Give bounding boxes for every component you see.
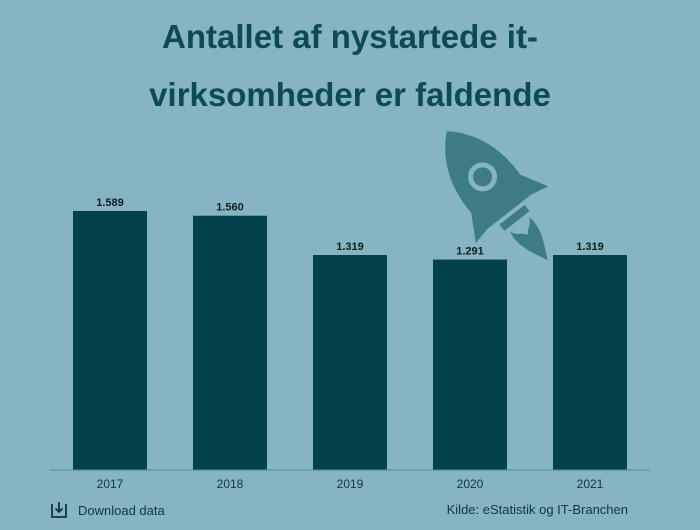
x-tick-label-2021: 2021	[577, 477, 604, 491]
rocket-fin-left	[470, 206, 488, 243]
value-label-2021: 1.319	[576, 241, 604, 253]
chart-title: Antallet af nystartede it- virksomheder …	[0, 8, 700, 124]
download-data-button[interactable]: Download data	[50, 501, 165, 519]
rocket-flame	[510, 216, 548, 261]
source-note: Kilde: eStatistik og IT-Branchen	[446, 502, 628, 517]
value-label-2019: 1.319	[336, 241, 364, 253]
x-tick-label-2019: 2019	[337, 477, 364, 491]
rocket-fin-right	[514, 172, 549, 195]
chart-title-line-1: Antallet af nystartede it-	[162, 18, 538, 55]
bar-2017[interactable]	[73, 211, 147, 470]
bar-2019[interactable]	[313, 255, 387, 470]
value-label-2017: 1.589	[96, 197, 124, 209]
download-icon	[51, 502, 67, 518]
bar-2018[interactable]	[193, 215, 267, 470]
falling-rocket-icon	[445, 131, 549, 261]
bar-2020[interactable]	[433, 259, 507, 470]
download-data-label: Download data	[78, 502, 165, 518]
bar-2021[interactable]	[553, 255, 627, 470]
x-tick-label-2018: 2018	[217, 477, 244, 491]
x-tick-label-2017: 2017	[97, 477, 124, 491]
rocket-nozzle	[499, 204, 530, 231]
chart-title-line-2: virksomheder er faldende	[149, 76, 551, 113]
x-tick-label-2020: 2020	[457, 477, 484, 491]
value-label-2018: 1.560	[216, 202, 244, 214]
rocket-window	[468, 162, 498, 192]
rocket-body	[445, 131, 532, 229]
value-label-2020: 1.291	[456, 246, 484, 258]
